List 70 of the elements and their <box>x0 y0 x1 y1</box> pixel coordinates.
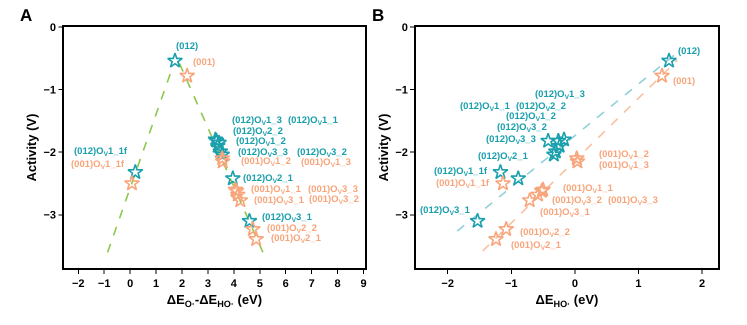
annotation: (012)O$_{V}$2_1 <box>243 173 294 185</box>
y-tick-label: 0 <box>50 22 56 34</box>
annotation: (012) <box>176 41 198 52</box>
annotation: (001)O$_{V}$3_3 <box>608 195 658 207</box>
y-axis-title: Activity (V) <box>376 114 391 182</box>
annotation: (001) <box>193 57 216 68</box>
x-tick-label: 6 <box>282 278 289 290</box>
annotation: (001)O$_{V}$3_1 <box>254 195 305 207</box>
annotation: (012)O$_{V}$2_1 <box>478 151 529 163</box>
y-tick-label: −1 <box>44 84 56 96</box>
annotation: (012)O$_{V}$2_2 <box>516 101 566 113</box>
x-tick-label: 2 <box>178 278 186 290</box>
annotation: (001)O$_{V}$1_2 <box>241 156 291 168</box>
y-tick-label: −2 <box>44 147 56 160</box>
x-tick-label: 1 <box>153 278 160 290</box>
annotation: (001)O$_{V}$1_1f <box>436 178 490 190</box>
annotation: (001)O$_{V}$2_2 <box>267 223 317 235</box>
annotation: (001)O$_{V}$3_3 <box>308 184 358 196</box>
y-tick-label: −3 <box>44 210 56 222</box>
annotation: (012)O$_{V}$2_2 <box>233 126 283 138</box>
annotation: (012)O$_{V}$3_2 <box>297 147 347 159</box>
annotation: (001)O$_{V}$1_1 <box>251 184 302 196</box>
annotation: (012)O$_{V}$1_2 <box>506 111 556 123</box>
x-tick-label: −2 <box>72 278 85 290</box>
y-tick-label: −3 <box>395 210 408 222</box>
chart-title: A <box>20 6 32 25</box>
annotation: (001)O$_{V}$3_2 <box>309 194 359 206</box>
y-tick-label: −1 <box>395 84 408 96</box>
annotation: (012)O$_{V}$1_1 <box>288 115 339 127</box>
x-tick-label: 1 <box>635 278 642 290</box>
x-tick-label: 0 <box>572 278 578 290</box>
x-tick-label: 2 <box>699 278 706 290</box>
x-tick-label: 7 <box>308 278 315 290</box>
chart-title: B <box>372 6 384 25</box>
x-tick-label: 5 <box>256 278 263 290</box>
x-tick-label: 9 <box>360 278 367 290</box>
annotation: (012)O$_{V}$3_3 <box>486 134 536 146</box>
annotation: (012)O$_{V}$1_2 <box>236 136 286 148</box>
x-axis-title: ΔE$_{HO·}$ (eV) <box>535 292 598 309</box>
annotation: (012)O$_{V}$3_1 <box>420 205 471 217</box>
annotation: (012)O$_{V}$3_1 <box>262 212 313 224</box>
annotation: (001)O$_{V}$1_3 <box>599 160 649 172</box>
annotation: (001)O$_{V}$3_2 <box>552 195 602 207</box>
annotation: (001)O$_{V}$1_3 <box>301 157 351 169</box>
x-tick-label: 0 <box>127 278 134 290</box>
annotation: (001)O$_{V}$1_1f <box>71 159 125 171</box>
annotation: (012)O$_{V}$3_2 <box>497 122 547 134</box>
annotation: (012) <box>678 46 700 57</box>
x-tick-label: −1 <box>98 278 110 290</box>
annotation: (001)O$_{V}$3_1 <box>540 207 591 219</box>
annotation: (012)O$_{V}$1_3 <box>535 89 585 101</box>
annotation: (001)O$_{V}$2_1 <box>511 240 562 252</box>
annotation: (001)O$_{V}$1_2 <box>599 149 649 161</box>
y-tick-label: −2 <box>395 147 408 160</box>
y-tick-label: 0 <box>402 22 408 34</box>
annotation: (001)O$_{V}$2_2 <box>520 227 570 239</box>
annotation: (012)O$_{V}$1_1f <box>434 166 488 178</box>
x-tick-label: 3 <box>204 278 212 290</box>
x-tick-label: 4 <box>230 278 238 290</box>
x-tick-label: −2 <box>441 278 454 290</box>
y-axis-title: Activity (V) <box>24 114 39 182</box>
annotation: (001) <box>673 76 696 87</box>
x-tick-label: 8 <box>334 278 341 290</box>
x-tick-label: −1 <box>505 278 518 290</box>
annotation: (012)O$_{V}$1_1 <box>460 101 511 113</box>
annotation: (012)O$_{V}$1_1f <box>74 146 128 158</box>
annotation: (012)O$_{V}$1_3 <box>232 115 282 127</box>
annotation: (001)O$_{V}$2_1 <box>271 233 322 245</box>
annotation: (001)O$_{V}$1_1 <box>563 183 614 195</box>
x-axis-title: ΔE$_{O·}$-ΔE$_{HO·}$ (eV) <box>166 292 262 309</box>
